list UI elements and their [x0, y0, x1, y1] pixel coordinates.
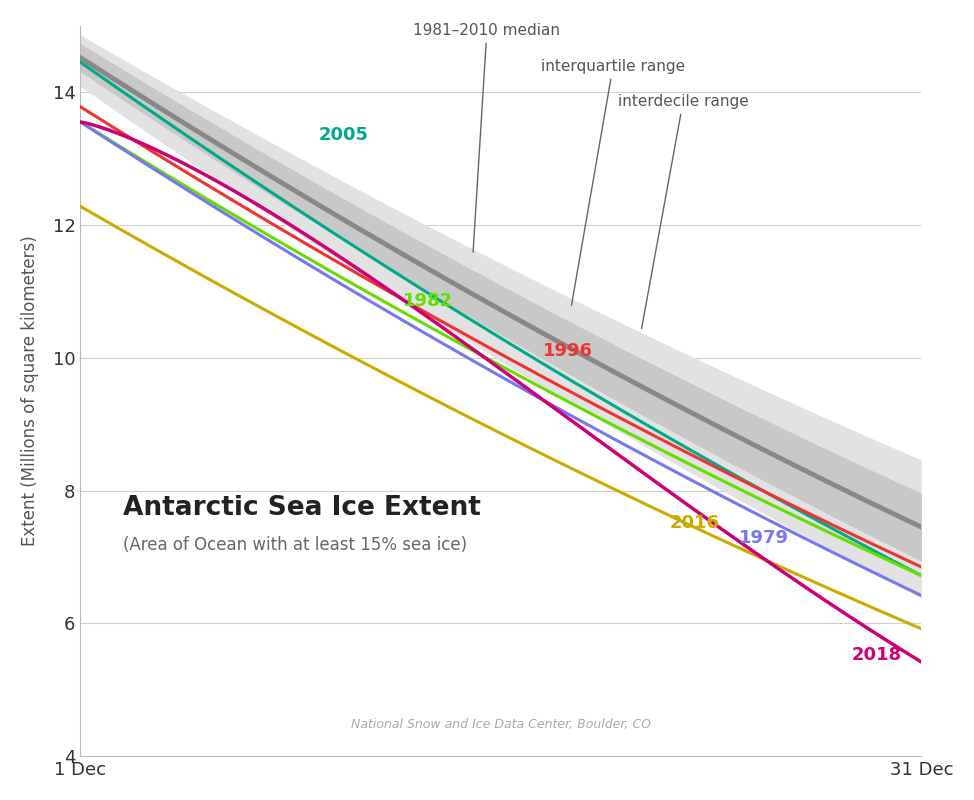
Text: 2016: 2016 — [669, 514, 719, 531]
Y-axis label: Extent (Millions of square kilometers): Extent (Millions of square kilometers) — [20, 236, 39, 546]
Text: interquartile range: interquartile range — [541, 58, 685, 306]
Text: 2018: 2018 — [851, 646, 902, 664]
Text: 1982: 1982 — [403, 292, 453, 310]
Text: 1996: 1996 — [543, 342, 593, 360]
Text: (Area of Ocean with at least 15% sea ice): (Area of Ocean with at least 15% sea ice… — [123, 536, 467, 554]
Text: 2005: 2005 — [318, 126, 369, 144]
Text: 1981–2010 median: 1981–2010 median — [413, 22, 560, 252]
Text: interdecile range: interdecile range — [618, 94, 749, 329]
Text: National Snow and Ice Data Center, Boulder, CO: National Snow and Ice Data Center, Bould… — [351, 718, 651, 731]
Text: 1979: 1979 — [739, 530, 789, 547]
Text: Antarctic Sea Ice Extent: Antarctic Sea Ice Extent — [123, 494, 480, 521]
